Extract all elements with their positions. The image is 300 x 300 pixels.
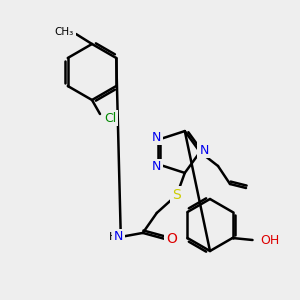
Text: Cl: Cl bbox=[104, 112, 116, 124]
Text: OH: OH bbox=[260, 233, 280, 247]
Text: CH₃: CH₃ bbox=[55, 27, 74, 37]
Text: O: O bbox=[167, 232, 177, 246]
Text: S: S bbox=[172, 188, 181, 202]
Text: N: N bbox=[199, 143, 209, 157]
Text: H: H bbox=[108, 232, 117, 242]
Text: N: N bbox=[113, 230, 123, 243]
Text: N: N bbox=[152, 160, 161, 173]
Text: N: N bbox=[152, 130, 161, 144]
